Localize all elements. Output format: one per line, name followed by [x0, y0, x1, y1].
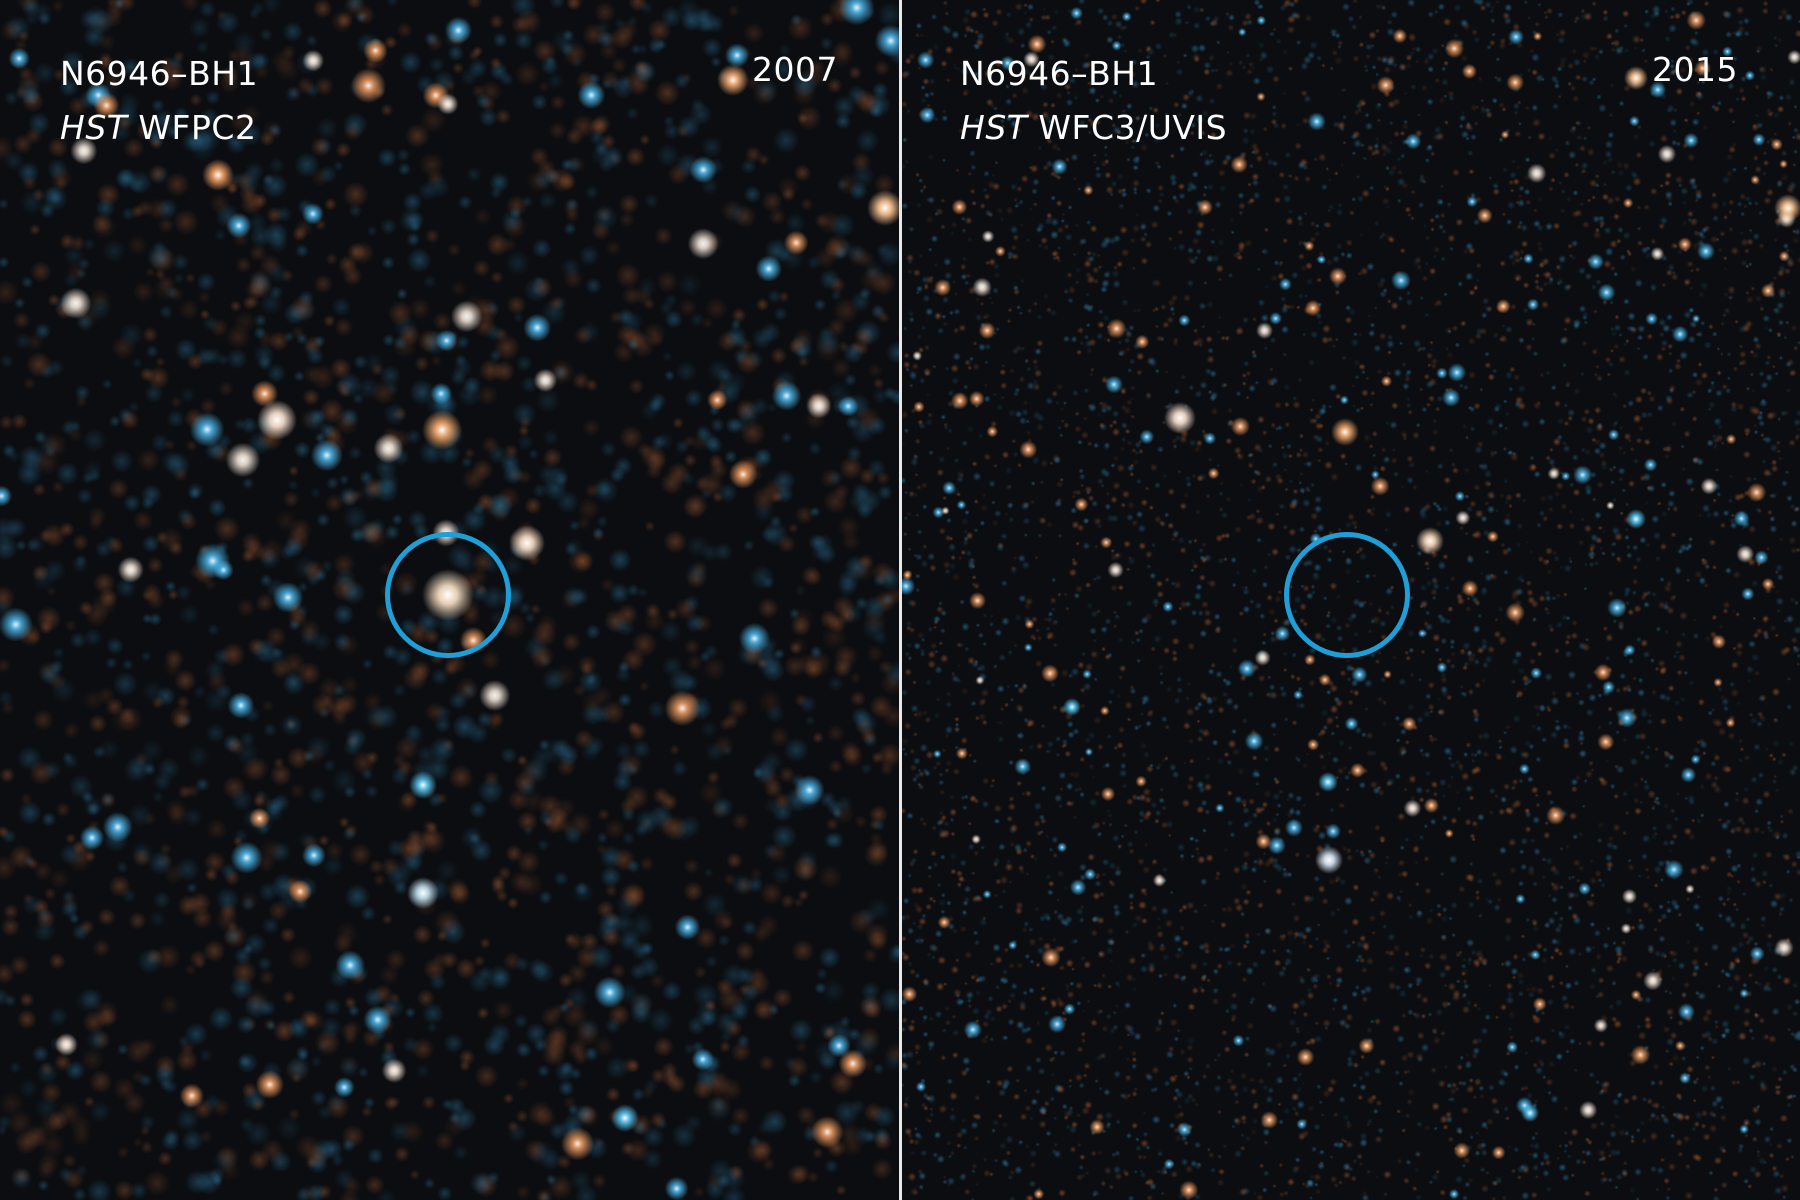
- year-label: 2007: [752, 50, 838, 89]
- panel-2007: N6946–BH1 HST WFPC2 2007: [0, 0, 899, 1200]
- instrument-name: WFC3/UVIS: [1038, 108, 1228, 147]
- divider: [899, 0, 902, 1200]
- telescope-label: HST: [60, 108, 128, 147]
- instrument-name: WFPC2: [138, 108, 257, 147]
- telescope-label: HST: [960, 108, 1028, 147]
- object-label: N6946–BH1: [60, 54, 259, 93]
- instrument-label: HST WFPC2: [60, 106, 256, 150]
- year-label: 2015: [1652, 50, 1738, 89]
- panel-2015: N6946–BH1 HST WFC3/UVIS 2015: [902, 0, 1800, 1200]
- instrument-label: HST WFC3/UVIS: [960, 106, 1227, 150]
- object-label: N6946–BH1: [960, 54, 1159, 93]
- target-circle: [385, 532, 511, 658]
- target-circle: [1284, 532, 1410, 658]
